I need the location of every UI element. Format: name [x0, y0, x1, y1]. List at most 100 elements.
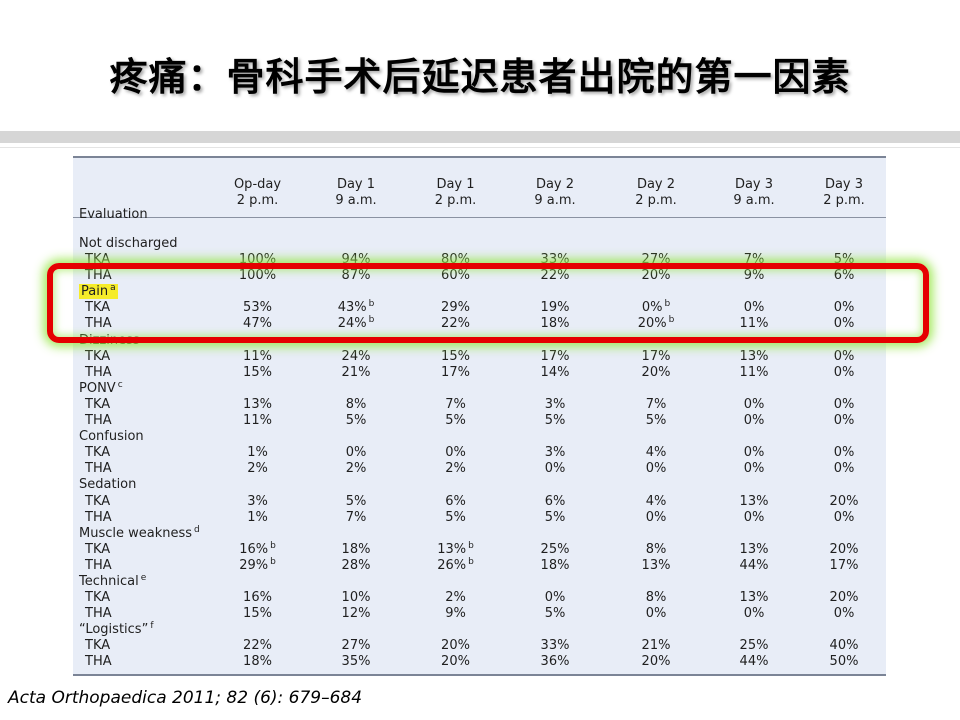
cell-value: 36% — [540, 654, 570, 670]
footnote-marker: b — [468, 556, 474, 567]
table-cell: 20% — [606, 268, 706, 284]
cell-value: 53% — [243, 300, 272, 316]
table-group-row: Sedation — [73, 477, 886, 493]
table-cell: 20% — [606, 654, 706, 670]
cell-value: 0% — [743, 461, 765, 477]
cell-value: 27% — [341, 638, 371, 654]
cell-value: 17% — [641, 348, 671, 364]
cell-value: 20% — [637, 316, 667, 332]
group-label-cell: Technical e — [73, 573, 886, 590]
table-cell: 0% — [606, 461, 706, 477]
column-header-day3-9am: Day 3 9 a.m. — [706, 171, 802, 230]
footnote-marker: c — [117, 379, 123, 390]
cell-value: 22% — [441, 316, 470, 332]
footnote-marker: d — [194, 524, 200, 535]
table-row: TKA 11% 24% 15% 17% 17% 13% 0% — [73, 349, 886, 365]
cell-value: 0% — [743, 413, 765, 429]
cell-value: 9% — [445, 606, 466, 622]
table-cell: 22% — [407, 316, 504, 332]
cell-value: 60% — [441, 268, 470, 284]
row-label: TKA — [85, 493, 111, 509]
table-cell: 8% — [606, 542, 706, 558]
cell-value: 20% — [829, 590, 859, 606]
cell-value: 21% — [641, 638, 671, 654]
table-cell: 8% — [606, 590, 706, 606]
column-header-line1: Day 3 — [824, 177, 864, 192]
cell-value: 6% — [445, 493, 466, 509]
cell-value: 13% — [641, 557, 671, 573]
table-cell: 13% — [706, 494, 802, 510]
table-row: TKA 13% 8% 7% 3% 7% 0% 0% — [73, 397, 886, 413]
footnote-marker: b — [270, 556, 276, 567]
group-label: Not discharged — [79, 236, 178, 251]
group-label-text: PONV — [79, 380, 116, 396]
cell-value: 13% — [243, 396, 272, 412]
group-label: PONV c — [79, 379, 123, 396]
row-label: THA — [85, 606, 112, 622]
cell-value: 7% — [345, 509, 367, 525]
column-header-line1: Day 1 — [436, 177, 475, 192]
cell-value: 13% — [739, 493, 769, 509]
table-row: TKA 16% 10% 2% 0% 8% 13% 20% — [73, 590, 886, 606]
table-cell: 0% — [802, 316, 886, 332]
table-cell: 87% — [305, 268, 407, 284]
cell-value: 6% — [833, 268, 855, 284]
cell-value: 0% — [833, 364, 855, 380]
table-group-row: Technical e — [73, 573, 886, 590]
table-cell: 18% — [504, 316, 606, 332]
cell-value: 7% — [445, 396, 466, 412]
table-cell: 12% — [305, 606, 407, 622]
cell-value: 20% — [829, 541, 859, 557]
group-label-cell: Pain a — [73, 284, 886, 300]
table-cell: 5% — [606, 413, 706, 429]
cell-value: 20% — [829, 493, 859, 509]
table-cell: 26% b — [407, 556, 504, 574]
column-header-opday-2pm: Op-day 2 p.m. — [210, 171, 305, 230]
cell-value: 8% — [345, 396, 367, 412]
cell-value: 5% — [544, 606, 566, 622]
footnote-marker: b — [270, 540, 276, 551]
cell-value: 1% — [247, 445, 268, 461]
column-header-line2: 2 p.m. — [236, 193, 279, 208]
column-header-day1-9am: Day 1 9 a.m. — [305, 171, 407, 230]
table-cell: 0% — [706, 445, 802, 461]
table-cell: 8% — [305, 397, 407, 413]
table-cell: 2% — [407, 590, 504, 606]
table-cell: 13% b — [407, 541, 504, 558]
table-cell: 0% — [802, 461, 886, 477]
footnote-marker: b — [368, 299, 375, 310]
table-cell: 28% — [305, 558, 407, 574]
row-label: THA — [85, 364, 112, 380]
cell-value: 14% — [540, 364, 570, 380]
group-label-text: Not discharged — [79, 236, 178, 251]
cell-value: 28% — [341, 557, 371, 573]
cell-value: 16% — [243, 590, 272, 606]
cell-value: 100% — [238, 268, 277, 284]
cell-value: 0% — [833, 445, 855, 461]
cell-value: 0% — [833, 461, 855, 477]
table-cell: 35% — [305, 654, 407, 670]
cell-value: 29% — [441, 300, 470, 316]
footnote-marker: b — [664, 299, 671, 310]
table-cell: 33% — [504, 638, 606, 654]
table-cell: 0% — [706, 413, 802, 429]
table-cell: 0% — [802, 413, 886, 429]
cell-value: 11% — [739, 364, 769, 380]
cell-value: 12% — [341, 606, 371, 622]
table-cell: 0% — [706, 606, 802, 622]
table-cell: 21% — [305, 365, 407, 381]
table-cell: 47% — [210, 316, 305, 332]
cell-value: 0% — [544, 461, 566, 477]
column-header-line1: Op-day — [233, 177, 282, 192]
table-cell: 6% — [504, 494, 606, 510]
table-cell: 24% — [305, 349, 407, 365]
table-row: TKA 16% b 18% 13% b 25% 8% 13% 20% — [73, 540, 886, 558]
table-row: THA 15% 21% 17% 14% 20% 11% 0% — [73, 365, 886, 381]
table-cell: 11% — [210, 349, 305, 365]
table-cell: 18% — [305, 542, 407, 558]
title-divider-line — [0, 147, 960, 148]
cell-value: 18% — [540, 557, 570, 573]
cell-value: 1% — [247, 509, 268, 525]
table-cell: 13% — [606, 558, 706, 574]
cell-value: 0% — [833, 413, 855, 429]
